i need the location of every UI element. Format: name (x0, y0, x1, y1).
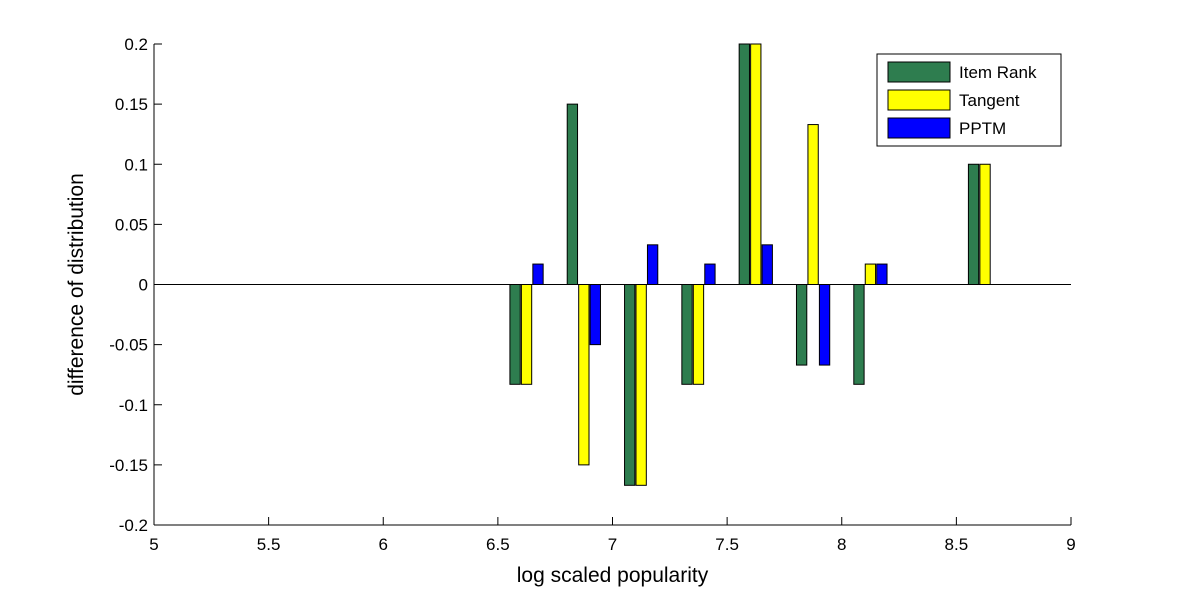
bar-item-rank-0 (509, 284, 521, 385)
legend-swatch (887, 89, 951, 111)
bar-pptm-2 (646, 244, 659, 286)
y-tick-label: -0.05 (109, 336, 148, 355)
x-tick-label: 5.5 (257, 535, 281, 554)
bar-item-rank-1 (566, 103, 579, 285)
bar-pptm-5 (818, 284, 831, 366)
y-tick-label: 0.1 (124, 155, 148, 174)
legend-label: Tangent (959, 91, 1020, 110)
y-tick-label: -0.2 (119, 516, 148, 535)
bar-item-rank-5 (795, 284, 808, 366)
x-tick-label: 5 (149, 535, 158, 554)
axes: 5 5.5 6 6.5 7 7.5 8 8.5 9 -0.2 -0.15 -0.1 -0.05 0 0.05… (109, 35, 1075, 554)
bar-tangent-5 (807, 124, 819, 285)
bar-item-rank-2 (624, 284, 636, 486)
bar-item-rank-6 (853, 284, 865, 385)
x-tick-label: 9 (1066, 535, 1075, 554)
legend-swatch (887, 117, 951, 139)
legend-swatch (887, 61, 951, 83)
bar-tangent-2 (635, 284, 647, 486)
x-axis-label: log scaled popularity (517, 564, 709, 587)
x-tick-label: 8 (837, 535, 846, 554)
x-tick-label: 8.5 (945, 535, 969, 554)
y-tick-label: 0.15 (115, 95, 148, 114)
bar-item-rank-7 (967, 163, 980, 285)
x-tick-label: 7.5 (715, 535, 739, 554)
y-tick-label: -0.15 (109, 456, 148, 475)
bar-pptm-4 (761, 244, 773, 286)
bar-pptm-0 (532, 263, 544, 285)
y-tick-label: 0 (139, 276, 148, 295)
bar-tangent-3 (692, 284, 705, 385)
y-tick-label: 0.2 (124, 35, 148, 54)
bar-tangent-1 (578, 284, 590, 466)
bar-tangent-4 (750, 43, 762, 285)
y-tick-label: 0.05 (115, 215, 148, 234)
bar-tangent-7 (979, 163, 991, 285)
x-tick-label: 7 (608, 535, 617, 554)
x-tick-label: 6.5 (486, 535, 510, 554)
bar-pptm-1 (589, 284, 601, 346)
bar-item-rank-4 (738, 43, 750, 285)
x-tick-label: 6 (379, 535, 388, 554)
legend-label: Item Rank (959, 63, 1037, 82)
y-tick-label: -0.1 (119, 396, 148, 415)
legend: Item Rank Tangent PPTM (876, 53, 1062, 147)
bar-pptm-3 (704, 263, 716, 285)
bar-tangent-6 (864, 263, 877, 285)
y-axis-label: difference of distribution (65, 173, 88, 396)
bars (509, 43, 991, 486)
legend-label: PPTM (959, 119, 1006, 138)
bar-tangent-0 (520, 284, 533, 385)
bar-item-rank-3 (681, 284, 693, 385)
bar-pptm-6 (876, 263, 888, 285)
